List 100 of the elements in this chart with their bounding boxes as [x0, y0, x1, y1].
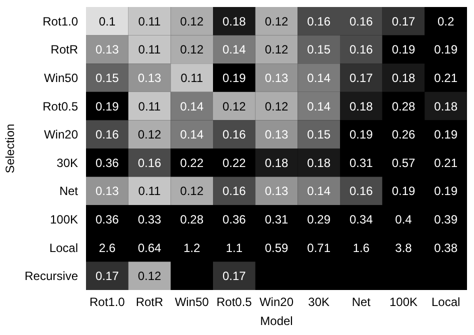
data-label: 0.31: [264, 212, 288, 226]
data-label: 0.19: [349, 128, 374, 142]
data-label: 0.36: [95, 156, 120, 170]
data-label: 0.31: [349, 156, 374, 170]
y-tick-label: Rot1.0: [42, 14, 78, 28]
data-label: 0.13: [264, 128, 288, 142]
data-label: 0.12: [264, 14, 288, 28]
y-tick-label: 30K: [56, 156, 78, 170]
data-label: 0.19: [434, 42, 458, 57]
x-tick-label: 30K: [308, 295, 330, 309]
data-label: 0.12: [180, 184, 204, 198]
data-label: 0.17: [95, 269, 120, 284]
data-label: 0.19: [434, 184, 458, 198]
y-tick-label: Net: [59, 184, 79, 198]
data-label: 0.12: [222, 99, 246, 114]
x-tick-label: Local: [431, 295, 460, 309]
data-label: 0.11: [138, 184, 162, 198]
data-label: 1.1: [226, 240, 243, 255]
data-label: 0.38: [434, 240, 458, 255]
data-label: 0.18: [392, 70, 416, 85]
data-label: 0.22: [180, 156, 204, 170]
data-label: 0.13: [264, 70, 288, 85]
data-label: 0.71: [307, 240, 331, 255]
data-label: 0.16: [95, 128, 120, 142]
data-label: 0.14: [307, 184, 331, 198]
data-label: 0.18: [222, 14, 246, 28]
data-label: 0.21: [434, 70, 458, 85]
data-label: 0.13: [95, 184, 120, 198]
data-label: 0.22: [222, 156, 246, 170]
data-label: 0.14: [222, 42, 246, 57]
y-tick-label: Win50: [44, 70, 78, 85]
data-label: 0.33: [138, 212, 162, 226]
data-label: 0.26: [392, 128, 416, 142]
y-tick-label: RotR: [50, 42, 78, 57]
data-label: 0.57: [392, 156, 416, 170]
data-label: 0.21: [434, 156, 458, 170]
data-label: 0.16: [349, 14, 374, 28]
data-label: 1.6: [352, 240, 370, 255]
data-label: 0.15: [95, 70, 120, 85]
data-label: 0.16: [349, 184, 374, 198]
data-label: 2.6: [98, 240, 116, 255]
data-label: 0.18: [434, 99, 458, 114]
data-label: 0.36: [222, 212, 246, 226]
data-label: 1.2: [183, 240, 200, 255]
data-label: 0.11: [138, 14, 162, 28]
data-label: 0.14: [180, 128, 204, 142]
x-tick-label: 100K: [389, 295, 418, 309]
data-label: 0.59: [264, 240, 288, 255]
data-label: 3.8: [395, 240, 412, 255]
data-label: 0.16: [222, 128, 246, 142]
data-label: 0.14: [307, 99, 331, 114]
data-label: 0.16: [222, 184, 246, 198]
data-label: 0.15: [307, 128, 331, 142]
y-tick-label: Local: [49, 240, 78, 255]
data-label: 0.12: [180, 14, 204, 28]
data-label: 0.64: [138, 240, 162, 255]
data-label: 0.12: [264, 99, 288, 114]
x-tick-label: Net: [352, 295, 372, 309]
data-label: 0.12: [138, 269, 162, 284]
data-label: 0.28: [392, 99, 416, 114]
data-label: 0.13: [138, 70, 162, 85]
data-label: 0.16: [307, 14, 331, 28]
data-label: 0.12: [138, 128, 162, 142]
y-tick-label: Recursive: [24, 269, 78, 284]
data-label: 0.13: [95, 42, 120, 57]
y-tick-label: Win20: [44, 128, 78, 142]
data-label: 0.13: [264, 184, 288, 198]
x-tick-label: RotR: [136, 295, 164, 309]
data-label: 0.12: [180, 42, 204, 57]
x-tick-label: Win50: [174, 295, 210, 309]
data-label: 0.4: [395, 212, 412, 226]
y-tick-label: 100K: [50, 212, 78, 226]
x-axis-title: Model: [260, 314, 293, 328]
y-tick-label: Rot0.5: [42, 99, 78, 114]
data-label: 0.16: [349, 42, 374, 57]
data-label: 0.39: [434, 212, 458, 226]
data-label: 0.17: [392, 14, 416, 28]
x-tick-label: Rot1.0: [89, 295, 126, 309]
x-tick-label: Rot0.5: [216, 295, 252, 309]
data-label: 0.16: [138, 156, 162, 170]
data-label: 0.18: [307, 156, 331, 170]
data-label: 0.19: [392, 184, 416, 198]
data-label: 0.14: [180, 99, 204, 114]
data-label: 0.14: [307, 70, 331, 85]
data-label: 0.15: [307, 42, 331, 57]
data-label: 0.34: [349, 212, 374, 226]
data-label: 0.29: [307, 212, 331, 226]
data-label: 0.19: [95, 99, 120, 114]
data-label: 0.19: [392, 42, 416, 57]
data-label: 0.18: [264, 156, 288, 170]
data-label: 0.17: [349, 70, 374, 85]
x-tick-label: Win20: [259, 295, 294, 309]
data-label: 0.28: [180, 212, 204, 226]
data-label: 0.17: [222, 269, 246, 284]
y-axis-title: Selection: [3, 124, 17, 174]
data-label: 0.36: [95, 212, 120, 226]
data-label: 0.11: [138, 42, 162, 57]
data-label: 0.19: [434, 128, 458, 142]
data-label: 0.18: [349, 99, 374, 114]
data-label: 0.12: [264, 42, 288, 57]
